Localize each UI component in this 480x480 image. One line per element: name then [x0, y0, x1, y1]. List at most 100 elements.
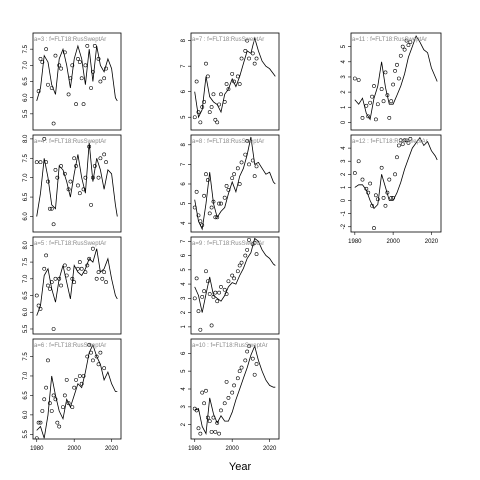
data-point [215, 299, 220, 304]
data-point [89, 202, 93, 207]
panel-title: a=12 : f=FLT18:RusSweptAr [352, 139, 428, 145]
data-point [254, 252, 259, 257]
panel-frame [350, 134, 442, 233]
data-point [198, 120, 203, 125]
panel-frame [350, 32, 442, 131]
data-point [387, 115, 392, 120]
data-point [237, 263, 242, 268]
data-point [364, 103, 369, 108]
data-point [239, 260, 244, 265]
data-point [391, 196, 396, 200]
data-point [224, 184, 229, 188]
data-point [61, 405, 65, 409]
data-point [53, 397, 58, 402]
panel-6: 4 5 6 7 8 a=8 : f=FLT18:RusSweptAr [181, 134, 280, 233]
data-point [192, 115, 197, 120]
data-point [85, 354, 90, 359]
y-tick-label: 5 [341, 44, 347, 48]
data-point [91, 358, 95, 363]
data-point [68, 76, 73, 81]
data-point [237, 82, 242, 86]
data-point [200, 105, 205, 109]
data-point [83, 175, 88, 180]
data-point [40, 409, 45, 413]
data-point [66, 401, 71, 406]
data-point [77, 374, 82, 378]
data-point [46, 283, 50, 288]
data-point [49, 86, 54, 90]
panel-title: a=8 : f=FLT18:RusSweptAr [192, 139, 264, 145]
data-point [196, 213, 201, 218]
data-point [393, 68, 397, 73]
data-point [42, 266, 47, 271]
data-point [194, 189, 199, 194]
data-point [55, 175, 60, 180]
data-point [252, 240, 257, 245]
x-tick-label: 2020 [263, 446, 277, 452]
y-tick-label: 6.5 [23, 291, 29, 300]
panel-frame [32, 134, 122, 233]
data-point [370, 203, 374, 208]
data-point [398, 138, 403, 143]
y-tick-label: 6.5 [23, 391, 29, 400]
data-point [77, 60, 82, 65]
data-point [224, 292, 229, 296]
data-point [235, 74, 240, 79]
data-point [400, 44, 405, 49]
data-point [74, 102, 78, 107]
y-tick-label: 8 [181, 38, 187, 42]
y-tick-label: -1 [341, 210, 347, 216]
data-point [235, 166, 240, 171]
panel-title: a=9 : f=FLT18:RusSweptAr [192, 241, 264, 247]
data-point [232, 276, 236, 281]
y-tick-label: 6.5 [23, 77, 29, 86]
data-point [235, 376, 240, 381]
data-point [196, 426, 201, 431]
data-point [383, 203, 388, 208]
x-tick-label: 2000 [68, 446, 82, 452]
data-point [74, 164, 78, 168]
data-point [81, 187, 86, 192]
data-point [36, 89, 41, 94]
data-point [396, 143, 401, 148]
data-point [81, 102, 86, 107]
data-point [51, 393, 56, 398]
data-point [389, 99, 394, 104]
data-point [44, 385, 49, 390]
y-tick-label: 6 [181, 253, 187, 257]
data-point [64, 273, 69, 278]
data-point [219, 92, 223, 97]
data-point [250, 158, 255, 163]
y-tick-label: 0 [341, 120, 347, 124]
data-point [46, 82, 50, 87]
y-tick-label: 6.0 [23, 307, 29, 316]
data-point [226, 187, 231, 192]
panel-title: a=10 : f=FLT18:RusSweptAr [192, 343, 268, 349]
y-tick-label: 2 [181, 422, 187, 426]
data-point [389, 196, 394, 200]
panel-10: -2 -1 0 1 2 3 4 1980 2000 2020 a=12 : f=FLT18:RusS… [341, 134, 442, 245]
data-point [34, 160, 39, 165]
data-point [213, 429, 218, 434]
data-point [252, 174, 257, 179]
y-tick-label: 7.5 [23, 352, 29, 361]
data-point [356, 78, 361, 82]
data-point [404, 138, 409, 143]
data-point [205, 415, 210, 420]
data-point [364, 186, 369, 191]
data-point [104, 66, 108, 71]
data-point [74, 377, 78, 382]
y-tick-label: 5 [181, 201, 187, 205]
y-tick-label: 7.0 [23, 371, 29, 380]
y-tick-label: 8.0 [23, 241, 29, 250]
data-point [102, 76, 107, 81]
data-point [385, 93, 390, 98]
x-axis-label: Year [229, 461, 252, 473]
data-point [370, 94, 374, 99]
x-tick-label: 2020 [105, 446, 119, 452]
data-point [254, 164, 259, 169]
data-point [91, 69, 95, 74]
panel-title: a=11 : f=FLT18:RusSweptAr [352, 37, 427, 43]
data-point [198, 431, 203, 436]
data-point [79, 381, 84, 386]
